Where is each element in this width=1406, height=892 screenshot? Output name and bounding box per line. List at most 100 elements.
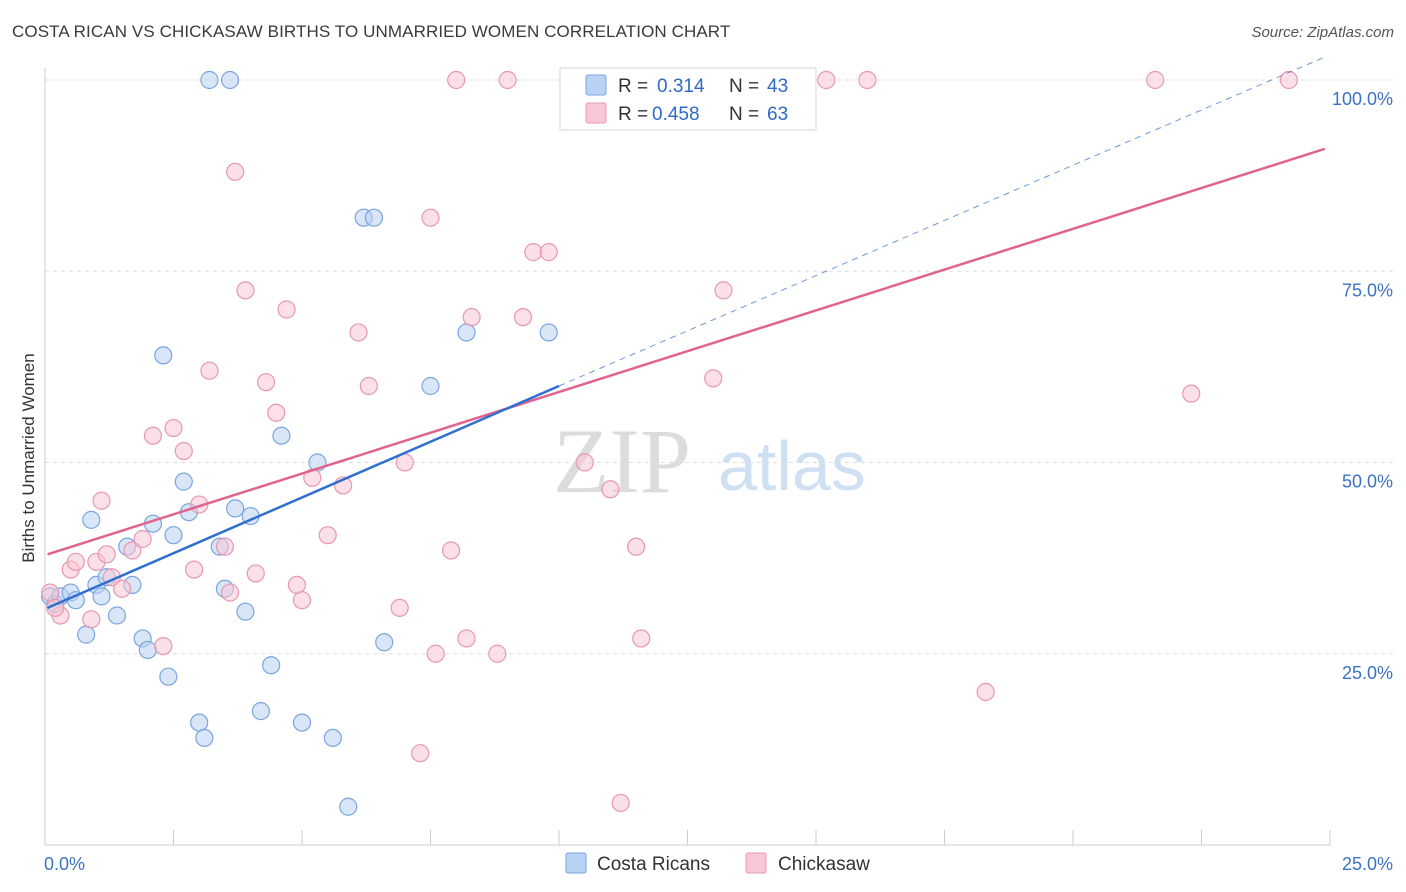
scatter-point: [66, 552, 85, 572]
scatter-point: [164, 418, 183, 438]
gridlines: [45, 79, 1393, 655]
bottom-legend-swatch-costa-ricans: [565, 852, 587, 874]
legend-r-label-1: R =: [618, 76, 648, 97]
trend-line-costa-ricans: [47, 384, 560, 609]
y-tick-label: 75.0%: [1342, 280, 1393, 300]
trend-lines: [47, 56, 1326, 609]
scatter-point: [154, 636, 173, 656]
scatter-point: [1146, 70, 1165, 90]
scatter-point: [421, 376, 440, 396]
scatter-point: [1182, 384, 1201, 403]
scatter-point: [251, 702, 270, 721]
scatter-point: [714, 281, 733, 300]
scatter-point: [200, 70, 219, 90]
scatter-point: [82, 610, 101, 629]
bottom-legend-label-costa-ricans: Costa Ricans: [597, 854, 710, 875]
scatter-point: [236, 602, 255, 621]
x-tick-label-min: 0.0%: [44, 854, 85, 874]
scatter-point: [246, 564, 265, 583]
scatter-point: [262, 656, 281, 675]
scatter-point: [323, 728, 342, 748]
scatter-point: [359, 376, 378, 396]
scatter-point: [82, 510, 101, 529]
bottom-legend-label-chickasaw: Chickasaw: [778, 854, 870, 875]
scatter-point: [441, 541, 461, 560]
scatter-point: [220, 70, 240, 90]
scatter-point: [539, 243, 558, 262]
scatter-point: [267, 403, 286, 422]
source-credit: Source: ZipAtlas.com: [1251, 24, 1394, 41]
legend-n-label-2: N =: [729, 104, 759, 125]
scatter-point: [154, 346, 173, 365]
scatter-point: [513, 308, 533, 327]
scatter-point: [858, 70, 877, 90]
scatter-point: [184, 560, 204, 579]
scatter-point: [704, 369, 723, 388]
legend-r-value-2: 0.458: [652, 104, 700, 125]
watermark-atlas: atlas: [718, 427, 866, 505]
legend-swatch-costa-ricans: [585, 74, 607, 96]
scatter-point: [174, 441, 193, 461]
scatter-point: [524, 243, 543, 262]
scatter-point: [107, 606, 127, 625]
chart-title: COSTA RICAN VS CHICKASAW BIRTHS TO UNMAR…: [12, 22, 731, 41]
y-axis-label: Births to Unmarried Women: [19, 353, 38, 562]
scatter-point: [190, 713, 209, 732]
scatter-point: [498, 70, 517, 90]
scatter-point: [143, 426, 163, 445]
y-tick-label: 100.0%: [1332, 89, 1393, 109]
series-legend: Costa Ricans Chickasaw: [565, 852, 870, 875]
bottom-legend-swatch-chickasaw: [745, 852, 767, 874]
trend-line-chickasaw: [47, 147, 1326, 556]
scatter-point: [292, 591, 312, 610]
scatter-point: [575, 453, 594, 472]
scatter-point: [339, 797, 358, 816]
scatter-point: [133, 529, 152, 549]
scatter-point: [92, 587, 111, 606]
scatter-point: [457, 629, 476, 648]
scatter-point: [123, 541, 142, 560]
scatter-point: [426, 644, 445, 663]
scatter-point: [411, 744, 430, 763]
scatter-point: [272, 426, 291, 445]
scatter-point: [77, 625, 96, 644]
scatter-point: [601, 480, 620, 499]
scatter-point: [626, 537, 646, 556]
scatter-point: [226, 162, 245, 181]
scatter-point: [447, 70, 466, 90]
stats-legend: R = 0.314 N = 43 R = 0.458 N = 63: [559, 67, 817, 131]
scatter-point: [611, 793, 630, 813]
legend-n-value-2: 63: [767, 104, 788, 125]
scatter-point: [226, 499, 245, 518]
scatter-point: [256, 373, 276, 392]
scatter-point: [138, 640, 157, 660]
scatter-point: [976, 682, 995, 702]
legend-r-value-1: 0.314: [657, 76, 705, 97]
scatter-point: [97, 545, 116, 564]
scatter-point: [215, 537, 234, 556]
legend-n-value-1: 43: [767, 76, 788, 97]
trend-line-costa-ricans-extension: [558, 56, 1326, 387]
scatter-point: [349, 323, 368, 342]
watermark-zip: ZIP: [553, 410, 691, 512]
scatter-point: [421, 208, 440, 227]
scatter-point: [462, 308, 481, 327]
y-tick-label: 25.0%: [1342, 663, 1393, 683]
scatter-point: [277, 300, 296, 319]
scatter-point: [236, 281, 255, 300]
x-axis-ticks: [173, 830, 1331, 845]
scatter-point: [92, 491, 111, 510]
scatter-point: [200, 361, 219, 380]
scatter-point: [174, 472, 193, 491]
scatter-point: [390, 598, 409, 617]
scatter-point: [112, 579, 132, 598]
legend-r-label-2: R =: [618, 104, 648, 125]
legend-swatch-chickasaw: [585, 102, 607, 124]
scatter-point: [488, 644, 507, 663]
y-tick-labels: 25.0% 50.0% 75.0% 100.0%: [1332, 89, 1393, 683]
scatter-point: [375, 633, 394, 652]
scatter-point: [287, 575, 306, 595]
scatter-point: [318, 526, 337, 545]
series-costa-ricans-points: [41, 70, 558, 816]
